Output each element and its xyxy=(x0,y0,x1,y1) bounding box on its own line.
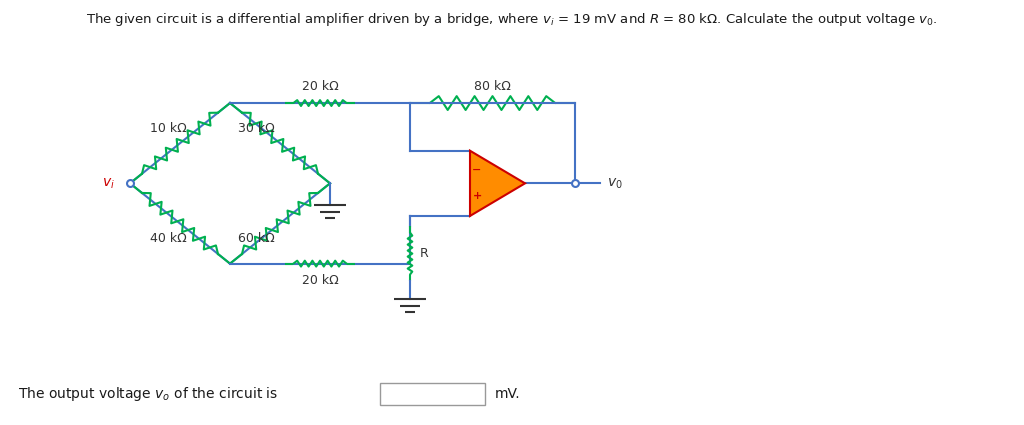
Text: $v_i$: $v_i$ xyxy=(102,176,115,190)
Text: 10 kΩ: 10 kΩ xyxy=(150,122,186,135)
FancyBboxPatch shape xyxy=(380,383,485,405)
Text: 20 kΩ: 20 kΩ xyxy=(302,80,338,93)
Text: 30 kΩ: 30 kΩ xyxy=(238,122,274,135)
Text: The given circuit is a differential amplifier driven by a bridge, where $v_i$ = : The given circuit is a differential ampl… xyxy=(86,11,938,28)
Text: +: + xyxy=(472,191,481,201)
Text: 40 kΩ: 40 kΩ xyxy=(150,232,186,244)
Text: −: − xyxy=(472,165,481,175)
Text: R: R xyxy=(420,247,429,260)
Text: 80 kΩ: 80 kΩ xyxy=(474,80,511,93)
Text: The output voltage $v_o$ of the circuit is: The output voltage $v_o$ of the circuit … xyxy=(18,385,279,403)
Text: $v_0$: $v_0$ xyxy=(607,176,623,190)
Polygon shape xyxy=(470,151,525,216)
Text: 20 kΩ: 20 kΩ xyxy=(302,274,338,286)
Text: 60 kΩ: 60 kΩ xyxy=(238,232,274,244)
Text: mV.: mV. xyxy=(495,387,520,401)
